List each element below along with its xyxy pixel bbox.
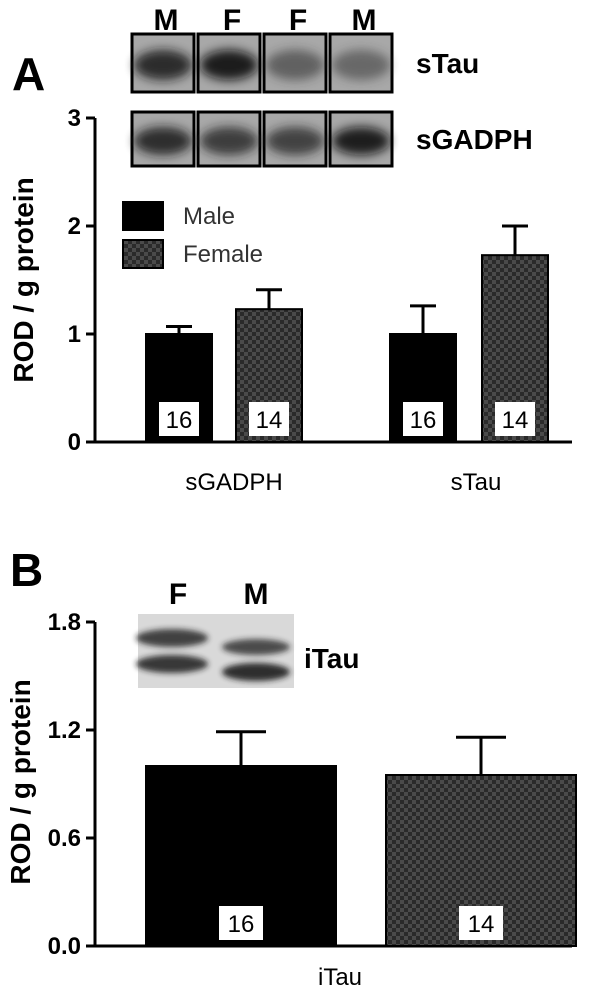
panel-b-n-label-box <box>459 906 503 940</box>
panel-a-n-label-box <box>249 402 289 436</box>
panel-b-y-tick-label: 1.2 <box>48 717 81 744</box>
panel-a-lane-label: M <box>154 4 179 37</box>
panel-a-y-tick-label: 3 <box>68 105 81 132</box>
panel-a-y-tick-label: 1 <box>68 321 81 348</box>
panel-b-y-tick-label: 0.0 <box>48 933 81 960</box>
panel-a-sgadph-blot-band <box>266 126 324 156</box>
panel-a-stau-blot-label: sTau <box>416 48 479 79</box>
panel-b-itau-label: iTau <box>304 643 359 674</box>
panel-a-category-label: sGADPH <box>185 469 282 496</box>
panel-b-y-tick-label: 0.6 <box>48 825 81 852</box>
panel-a-legend-swatch <box>122 201 164 231</box>
panel-a-legend-swatch <box>122 239 164 269</box>
panel-a-letter: A <box>12 48 45 100</box>
panel-a-n-label: 14 <box>256 407 283 434</box>
panel-a-n-label-box <box>495 402 535 436</box>
panel-a-lane-label: F <box>289 4 307 37</box>
panel-a-legend-label: Male <box>183 203 235 230</box>
panel-a-n-label: 16 <box>166 407 193 434</box>
panel-a-y-tick-label: 2 <box>68 213 81 240</box>
panel-a-y-tick-label: 0 <box>68 429 81 456</box>
panel-a-legend-label: Female <box>183 241 263 268</box>
panel-a-n-label-box <box>403 402 443 436</box>
panel-a-stau-blot-band <box>134 49 192 81</box>
panel-a-category-label: sTau <box>451 469 502 496</box>
panel-b-band <box>136 629 208 647</box>
panel-b-band <box>136 655 208 673</box>
panel-a-stau-blot-band <box>266 49 324 81</box>
panel-a-stau-blot-band <box>332 49 390 81</box>
panel-a-sgadph-blot-band <box>332 126 390 156</box>
panel-b-band <box>222 663 290 681</box>
panel-b-letter: B <box>10 544 43 596</box>
panel-b-y-axis-label: ROD / g protein <box>5 679 36 884</box>
panel-a-chart: 0 1 2 3 16 14 sGADPH 16 14 sTau Male Female <box>68 105 572 496</box>
panel-b-lane-label: F <box>169 578 187 611</box>
panel-b-category-label: iTau <box>318 964 362 991</box>
panel-b-n-label: 16 <box>228 911 255 938</box>
panel-b-n-label-box <box>219 906 263 940</box>
panel-a-sgadph-blot-label: sGADPH <box>416 124 533 155</box>
panel-b-n-label: 14 <box>468 911 495 938</box>
panel-a-sgadph-blot-band <box>200 126 258 156</box>
panel-a-sgadph-blot-band <box>134 126 192 156</box>
panel-a-stau-blot-band <box>200 49 258 81</box>
panel-b-lane-label: M <box>244 578 269 611</box>
panel-a-n-label: 14 <box>502 407 529 434</box>
panel-a-y-axis-label: ROD / g protein <box>8 177 39 382</box>
panel-b-band <box>222 639 290 655</box>
panel-a-n-label: 16 <box>410 407 437 434</box>
panel-b-chart: 0.0 0.6 1.2 1.8 16 14 iTau <box>48 609 577 991</box>
panel-b-y-tick-label: 1.8 <box>48 609 81 636</box>
panel-a-lane-label: F <box>223 4 241 37</box>
panel-a-lane-label: M <box>352 4 377 37</box>
panel-a-n-label-box <box>159 402 199 436</box>
